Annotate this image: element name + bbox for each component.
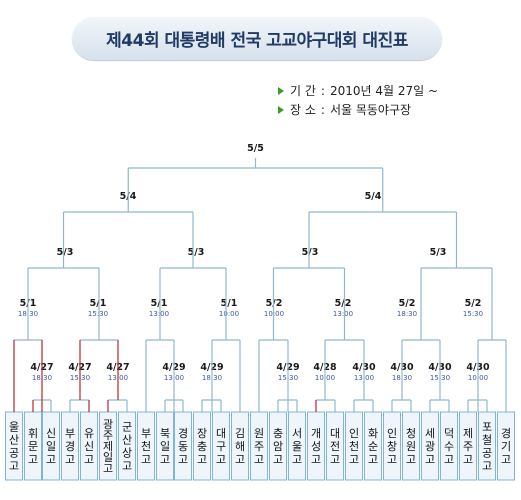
r16-date: 5/2 <box>399 298 416 309</box>
r16-date: 5/1 <box>151 298 168 309</box>
qf-date: 5/3 <box>57 247 74 258</box>
period-label: 기 간 <box>290 84 316 98</box>
period-row: 기 간 : 2010년 4월 27일 ~ <box>278 82 438 99</box>
bullet-icon <box>278 105 284 114</box>
r16-time: 15:30 <box>88 310 108 318</box>
r16-date: 5/1 <box>90 298 107 309</box>
final-date: 5/5 <box>247 143 264 154</box>
r16-time: 15:30 <box>463 310 483 318</box>
r16-time: 18:30 <box>397 310 417 318</box>
period-separator: : <box>320 83 325 98</box>
sf-date: 5/4 <box>365 191 382 202</box>
page-title: 제44회 대통령배 전국 고교야구대회 대진표 <box>72 16 442 60</box>
r16-date: 5/1 <box>221 298 238 309</box>
r16-date: 5/2 <box>335 298 352 309</box>
qf-date: 5/3 <box>430 247 447 258</box>
bullet-icon <box>278 86 284 95</box>
venue-label: 장 소 <box>290 103 316 117</box>
r16-time: 13:00 <box>149 310 169 318</box>
period-value: 2010년 4월 27일 ~ <box>329 84 439 98</box>
r16-time: 13:00 <box>333 310 353 318</box>
venue-separator: : <box>320 102 325 117</box>
r16-time: 10:00 <box>219 310 239 318</box>
r16-date: 5/2 <box>465 298 482 309</box>
qf-date: 5/3 <box>188 247 205 258</box>
venue-value: 서울 목동야구장 <box>329 103 412 117</box>
venue-row: 장 소 : 서울 목동야구장 <box>278 101 411 118</box>
qf-date: 5/3 <box>302 247 319 258</box>
